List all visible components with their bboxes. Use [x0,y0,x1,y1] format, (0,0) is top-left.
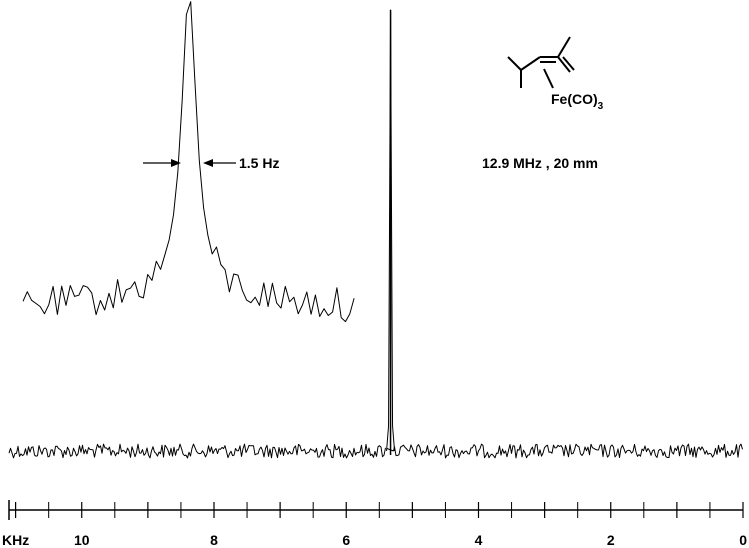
x-tick-label: 6 [342,532,350,548]
inset-expanded-peak-trace [22,1,355,323]
x-tick-label: 4 [475,532,483,548]
metal-subscript: 3 [598,101,604,112]
x-axis-unit-label: KHz [2,532,29,548]
linewidth-label: 1.5 Hz [239,155,279,171]
linewidth-indicator: 1.5 Hz [143,155,279,171]
left-arrow-head [171,159,181,167]
right-arrow-head [203,159,213,167]
conditions-label: 12.9 MHz , 20 mm [482,155,598,171]
x-axis: KHz 10 8 6 4 2 0 [2,500,747,548]
metal-label: Fe(CO)3 [551,91,604,112]
x-tick-label: 8 [210,532,218,548]
molecule-structure [507,36,575,89]
x-tick-label: 10 [74,532,90,548]
x-tick-label: 0 [739,532,747,548]
metal-fragment: Fe(CO) [551,91,598,107]
x-tick-label: 2 [607,532,615,548]
main-spectrum-trace [8,443,743,459]
main-peak-shape [386,9,396,452]
